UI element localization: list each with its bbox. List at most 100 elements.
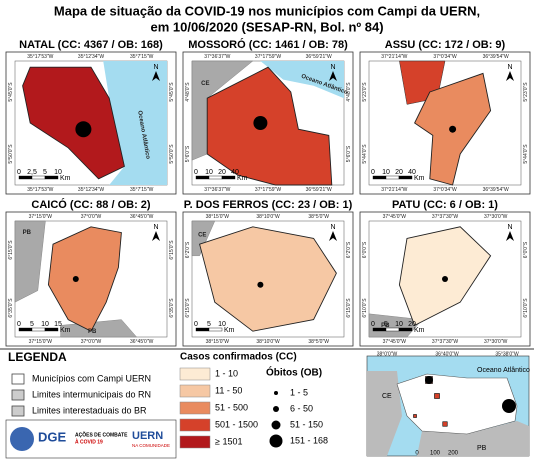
north-label: N (153, 224, 158, 231)
death-marker (72, 276, 79, 282)
coord-label: 5°6'0"S (185, 145, 191, 162)
scale-label: 0 (194, 169, 198, 176)
coord-label: 6°15'0"S (8, 240, 14, 260)
case-swatch (179, 367, 211, 381)
coord-label: 38°15'0"W (206, 339, 230, 345)
inset-campus (442, 421, 448, 427)
legend-icon (11, 405, 25, 417)
death-symbol (274, 391, 278, 395)
coord-label: 37°0'34"W (433, 187, 457, 193)
death-label: 51 - 150 (290, 419, 323, 429)
scale-label: 20 (408, 321, 416, 328)
coord-label: 37°21'14"W (381, 187, 407, 193)
region-label: PB (381, 323, 390, 329)
scale-bar (398, 327, 413, 332)
region-label: PB (477, 445, 487, 452)
coord-label: 5°50'0"S (169, 144, 175, 164)
death-marker (449, 125, 457, 133)
coord-label: 5°45'0"S (8, 82, 14, 102)
inset-campus (413, 414, 417, 418)
north-arrow (329, 71, 337, 81)
scale-label: 40 (231, 169, 239, 176)
coord-label: 5°23'0"S (523, 82, 529, 102)
scale-label: 5 (207, 321, 211, 328)
neighbor-area (368, 313, 423, 338)
coord-label: 4°48'0"S (185, 82, 191, 102)
logo-uern-sub: NA COMUNIDADE (132, 443, 170, 448)
north-arrow (506, 231, 514, 241)
death-label: 1 - 5 (290, 387, 308, 397)
neighbor-area (14, 220, 46, 303)
coord-label: 37°45'0"W (383, 214, 407, 220)
legend-icon (11, 389, 25, 401)
legend-title: LEGENDA (8, 350, 67, 364)
scale-label: 0 (415, 451, 419, 457)
case-swatch (179, 435, 211, 449)
deaths-title: Óbitos (OB) (266, 366, 322, 379)
scale-label: 10 (382, 169, 390, 176)
scale-label: 10 (395, 321, 403, 328)
panel-title: P. DOS FERROS (CC: 23 / OB: 1) (184, 199, 353, 211)
coord-label: 35°38'0"W (495, 351, 519, 357)
logo-dge: DGE (38, 429, 67, 444)
title-line: em 10/06/2020 (SESAP-RN, Bol. nº 84) (150, 19, 383, 34)
death-label: 151 - 168 (290, 435, 328, 445)
scale-unit: Km (224, 327, 235, 334)
scale-label: 0 (194, 321, 198, 328)
coord-label: 37°36'37"W (204, 54, 230, 60)
coord-label: 6°35'0"S (169, 298, 175, 318)
region-label: Oceano Atlântico (477, 367, 530, 374)
scale-bar (221, 175, 236, 180)
coord-label: 38°5'0"W (308, 339, 329, 345)
coord-label: 36°40'0"W (435, 351, 459, 357)
coord-label: 37°0'0"W (81, 339, 102, 345)
region-label: PB (88, 329, 97, 335)
coord-label: 6°10'0"S (362, 298, 368, 318)
coord-label: 37°15'0"W (29, 339, 53, 345)
coord-label: 5°45'0"S (169, 82, 175, 102)
coord-label: 5°44'0"S (523, 144, 529, 164)
scale-label: 5 (384, 321, 388, 328)
logo-uern: UERN (132, 430, 163, 442)
region-label: CE (382, 393, 392, 400)
region-label: CE (198, 232, 206, 238)
ocean (103, 61, 167, 185)
coord-label: 6°15'0"S (169, 240, 175, 260)
case-swatch (179, 384, 211, 398)
logo-emblem (10, 427, 34, 451)
ocean (260, 61, 344, 99)
scale-unit: Km (60, 175, 71, 182)
municipality (206, 66, 333, 186)
inset-ce (367, 371, 402, 456)
scale-label: 5 (43, 169, 47, 176)
scale-bar (372, 175, 387, 180)
scale-bar (31, 175, 46, 180)
north-label: N (507, 224, 512, 231)
scale-label: 10 (54, 169, 62, 176)
coord-label: 37°37'30"W (432, 339, 458, 345)
coord-label: 37°15'0"W (29, 214, 53, 220)
coord-label: 38°5'0"W (308, 214, 329, 220)
neighbor-area (191, 220, 216, 257)
death-marker (257, 281, 264, 288)
scale-bar (44, 175, 59, 180)
municipality (199, 226, 337, 332)
scale-label: 0 (17, 169, 21, 176)
coord-label: 6°10'0"S (523, 298, 529, 318)
coord-label: 36°39'54"W (483, 187, 509, 193)
panel-title: PATU (CC: 6 / OB: 1) (392, 199, 498, 211)
death-label: 6 - 50 (290, 403, 313, 413)
inset-death (425, 376, 433, 384)
coord-label: 5°6'0"S (346, 145, 352, 162)
scale-bar (18, 327, 33, 332)
death-marker (442, 276, 448, 282)
coord-label: 37°36'37"W (204, 187, 230, 193)
coord-label: 37°0'34"W (433, 54, 457, 60)
case-label: ≥ 1501 (215, 436, 242, 446)
scale-bar (385, 175, 400, 180)
coord-label: 35°17'53"W (27, 54, 53, 60)
legend-item: Limites intermunicipais do RN (32, 389, 151, 399)
scale-bar (208, 175, 223, 180)
case-label: 51 - 500 (215, 402, 248, 412)
